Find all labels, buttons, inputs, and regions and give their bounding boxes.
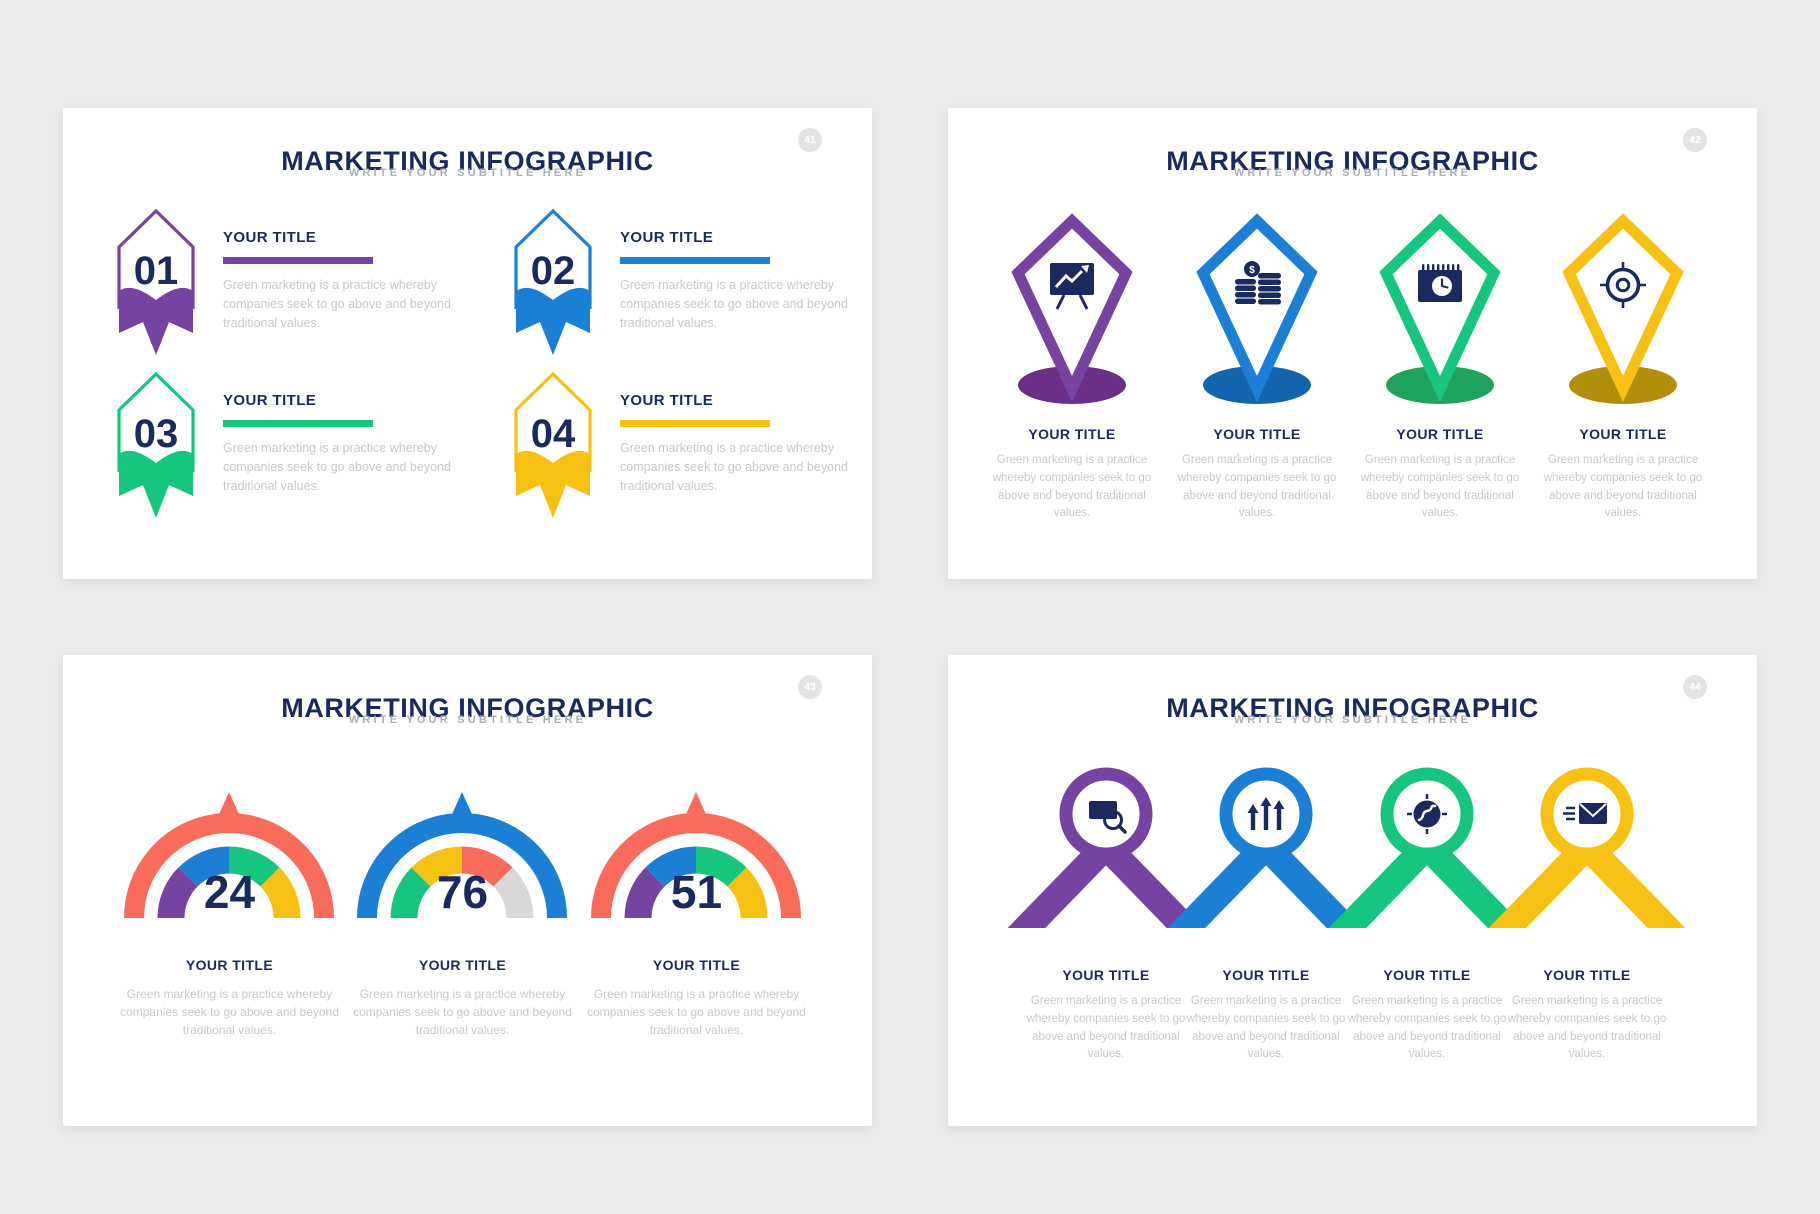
- page-subtitle: WRITE YOUR SUBTITLE HERE: [1233, 714, 1472, 726]
- zigzag-chain: [1007, 767, 1686, 928]
- accent-bar: [223, 420, 373, 427]
- pentagon-arrow-marker: 04: [514, 371, 592, 518]
- page-subtitle: WRITE YOUR SUBTITLE HERE: [348, 714, 587, 726]
- slide-number-badge: 43: [798, 675, 822, 699]
- item-description: Green marketing is a practice whereby co…: [1186, 995, 1346, 1061]
- gauge-chart: [357, 792, 567, 919]
- chain-item: YOUR TITLE Green marketing is a practice…: [1335, 655, 1519, 1126]
- page-title: MARKETING INFOGRAPHIC: [1166, 693, 1539, 724]
- kite-pin: [1011, 213, 1133, 404]
- chain-item: YOUR TITLE Green marketing is a practice…: [1014, 655, 1198, 1126]
- slide-number-badge: 42: [1683, 128, 1707, 152]
- svg-text:$: $: [1249, 265, 1255, 276]
- gauge-item: 76 YOUR TITLE Green marketing is a pract…: [346, 655, 579, 1126]
- gauge-value: 51: [670, 866, 723, 918]
- item-description: Green marketing is a practice whereby co…: [1347, 995, 1507, 1061]
- item-description: Green marketing is a practice whereby co…: [587, 987, 806, 1037]
- item-description: Green marketing is a practice whereby co…: [223, 441, 451, 493]
- item-number: 01: [134, 249, 179, 293]
- page-title: MARKETING INFOGRAPHIC: [281, 146, 654, 177]
- target-icon: [1600, 262, 1646, 308]
- accent-bar: [620, 420, 770, 427]
- pin-item: YOUR TITLE Green marketing is a practice…: [980, 108, 1164, 579]
- gauge-chart: [124, 792, 334, 919]
- list-item: 01 YOUR TITLE Green marketing is a pract…: [115, 205, 487, 367]
- pentagon-arrow-marker: 03: [117, 371, 195, 518]
- item-description: Green marketing is a practice whereby co…: [620, 278, 848, 330]
- slide-number-badge: 44: [1683, 675, 1707, 699]
- slide-number-badge: 41: [798, 128, 822, 152]
- page-title: MARKETING INFOGRAPHIC: [281, 693, 654, 724]
- list-item: 04 YOUR TITLE Green marketing is a pract…: [512, 368, 884, 530]
- item-title: YOUR TITLE: [1028, 426, 1116, 442]
- chain-item: YOUR TITLE Green marketing is a practice…: [1174, 655, 1358, 1126]
- calendar-clock-icon: [1418, 264, 1462, 302]
- item-title: YOUR TITLE: [652, 957, 741, 973]
- coins-icon: $: [1235, 261, 1281, 305]
- presentation-chart-icon: [1050, 263, 1094, 310]
- kite-pin: $: [1196, 213, 1318, 404]
- growth-arrows-icon: [1247, 797, 1285, 830]
- item-description: Green marketing is a practice whereby co…: [1507, 995, 1667, 1061]
- item-description: Green marketing is a practice whereby co…: [353, 987, 572, 1037]
- kite-pin: [1379, 213, 1501, 404]
- slide-kite-pins: MARKETING INFOGRAPHIC WRITE YOUR SUBTITL…: [948, 108, 1757, 579]
- item-description: Green marketing is a practice whereby co…: [120, 987, 339, 1037]
- item-title: YOUR TITLE: [1543, 967, 1631, 983]
- item-number: 03: [134, 412, 179, 456]
- send-mail-icon: [1563, 803, 1607, 824]
- gauge-value: 24: [203, 866, 256, 918]
- item-title: YOUR TITLE: [1396, 426, 1484, 442]
- item-number: 04: [531, 412, 576, 456]
- item-title: YOUR TITLE: [1062, 967, 1150, 983]
- item-title: YOUR TITLE: [223, 392, 317, 409]
- item-title: YOUR TITLE: [185, 957, 274, 973]
- pentagon-arrow-marker: 02: [514, 208, 592, 355]
- pin-item: YOUR TITLE Green marketing is a practice…: [1531, 108, 1715, 579]
- list-item: 02 YOUR TITLE Green marketing is a pract…: [512, 205, 884, 367]
- accent-bar: [223, 257, 373, 264]
- item-description: Green marketing is a practice whereby co…: [1543, 454, 1703, 520]
- slide-numbered-list: MARKETING INFOGRAPHIC WRITE YOUR SUBTITL…: [63, 108, 872, 579]
- item-title: YOUR TITLE: [223, 229, 317, 246]
- item-description: Green marketing is a practice whereby co…: [620, 441, 848, 493]
- item-number: 02: [531, 249, 576, 293]
- pin-item: YOUR TITLE Green marketing is a practice…: [1348, 108, 1532, 579]
- pin-item: $ YOUR TITLE Green marketing is a practi…: [1165, 108, 1349, 579]
- item-description: Green marketing is a practice whereby co…: [992, 454, 1152, 520]
- item-title: YOUR TITLE: [1383, 967, 1471, 983]
- list-item: 03 YOUR TITLE Green marketing is a pract…: [115, 368, 487, 530]
- accent-bar: [620, 257, 770, 264]
- slide-circle-chain: MARKETING INFOGRAPHIC WRITE YOUR SUBTITL…: [948, 655, 1757, 1126]
- item-title: YOUR TITLE: [620, 392, 714, 409]
- search-ad-icon: [1089, 801, 1127, 834]
- item-title: YOUR TITLE: [1222, 967, 1310, 983]
- gauge-value: 76: [436, 866, 489, 918]
- chain-item: YOUR TITLE Green marketing is a practice…: [1495, 655, 1679, 1126]
- item-description: Green marketing is a practice whereby co…: [223, 278, 451, 330]
- item-title: YOUR TITLE: [620, 229, 714, 246]
- gauge-item: 24 YOUR TITLE Green marketing is a pract…: [113, 655, 346, 1126]
- item-description: Green marketing is a practice whereby co…: [1177, 454, 1337, 520]
- item-title: YOUR TITLE: [1213, 426, 1301, 442]
- page-title: MARKETING INFOGRAPHIC: [1166, 146, 1539, 177]
- pentagon-arrow-marker: 01: [117, 208, 195, 355]
- gauge-item: 51 YOUR TITLE Green marketing is a pract…: [580, 655, 813, 1126]
- gauge-chart: [591, 792, 801, 919]
- kite-pin: [1562, 213, 1684, 404]
- page-subtitle: WRITE YOUR SUBTITLE HERE: [1233, 167, 1472, 179]
- slide-gauges: MARKETING INFOGRAPHIC WRITE YOUR SUBTITL…: [63, 655, 872, 1126]
- item-description: Green marketing is a practice whereby co…: [1026, 995, 1186, 1061]
- global-route-icon: [1407, 794, 1447, 834]
- item-title: YOUR TITLE: [418, 957, 507, 973]
- item-title: YOUR TITLE: [1579, 426, 1667, 442]
- item-description: Green marketing is a practice whereby co…: [1360, 454, 1520, 520]
- page-subtitle: WRITE YOUR SUBTITLE HERE: [348, 167, 587, 179]
